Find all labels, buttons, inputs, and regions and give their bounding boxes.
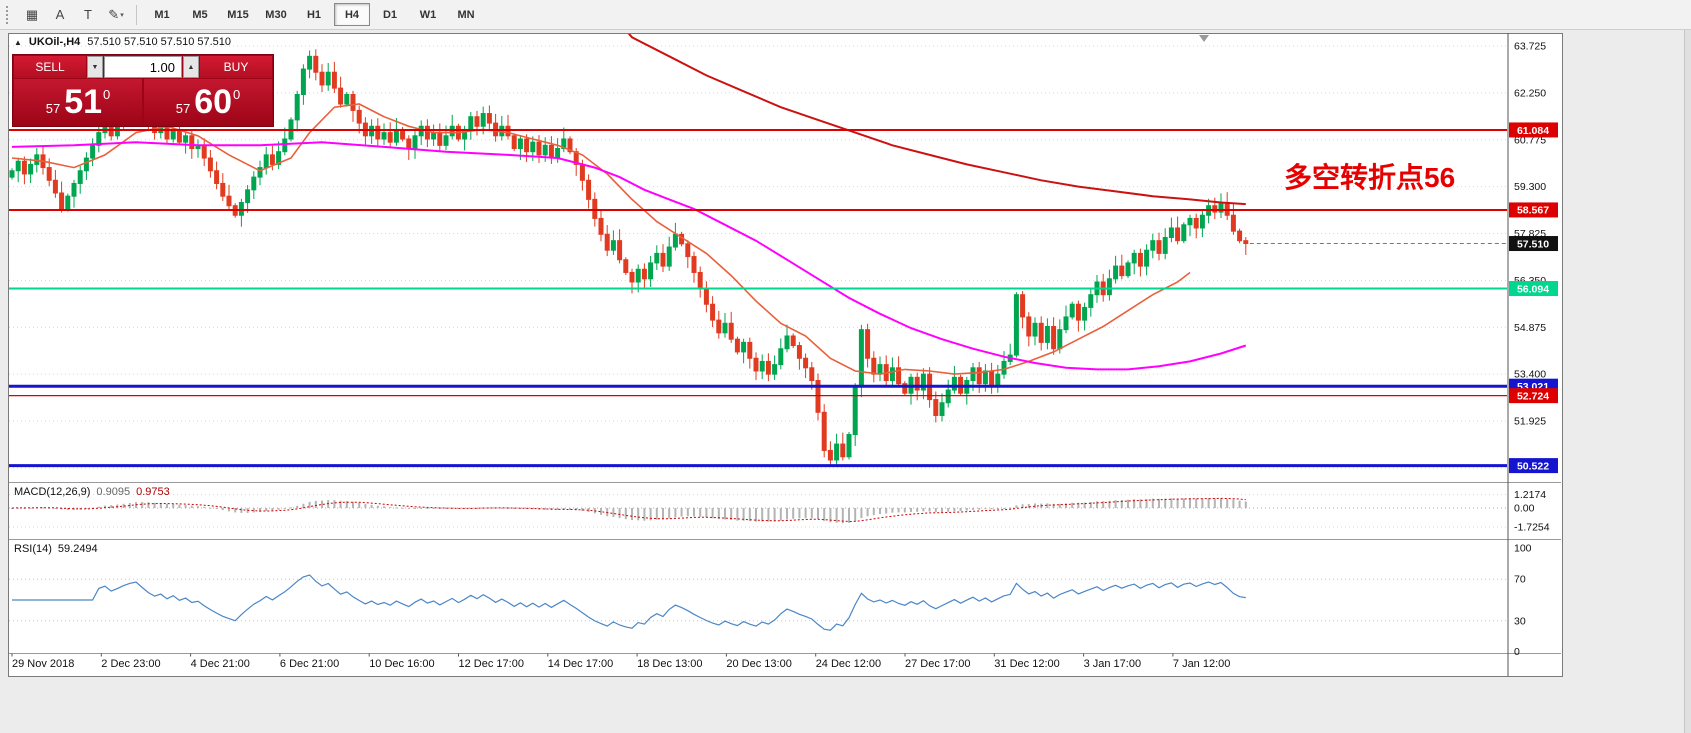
toolbar-grip[interactable] [6, 5, 13, 24]
timeframe-button-M30[interactable]: M30 [265, 8, 287, 21]
timeframe-button-D1[interactable]: D1 [382, 8, 398, 21]
chart-grid-icon[interactable]: ▦ [25, 6, 39, 22]
time-tick-label: 31 Dec 12:00 [994, 658, 1059, 670]
timeframe-button-H1[interactable]: H1 [306, 8, 322, 21]
time-tick-label: 24 Dec 12:00 [816, 658, 881, 670]
rsi-value: 59.2494 [57, 543, 98, 555]
price-tick-label: 54.875 [1514, 322, 1546, 334]
time-tick-label: 10 Dec 16:00 [369, 658, 434, 670]
buy-button[interactable]: BUY [200, 56, 272, 78]
sell-price-prefix: 57 [45, 100, 61, 116]
time-tick-label: 14 Dec 17:00 [548, 658, 613, 670]
time-tick-label: 7 Jan 12:00 [1173, 658, 1231, 670]
time-tick-label: 18 Dec 13:00 [637, 658, 702, 670]
macd-axis-label: 0.00 [1514, 503, 1535, 515]
level-price-badge [1509, 122, 1558, 138]
macd-pane [9, 494, 1507, 528]
level-price-badge-label: 58.567 [1517, 205, 1549, 217]
price-gridlines [9, 45, 1507, 469]
current-price-badge [1509, 236, 1558, 252]
volume-input[interactable] [104, 56, 182, 78]
level-price-badge [1509, 281, 1558, 297]
rsi-pane [9, 574, 1507, 631]
rsi-axis-label: 0 [1514, 646, 1520, 658]
timeframe-button-M1[interactable]: M1 [154, 8, 170, 21]
cursor-arrow-icon[interactable]: A [55, 7, 65, 22]
window-right-edge [1684, 0, 1691, 733]
rsi-line [12, 574, 1246, 631]
sell-price-display[interactable]: 57 51 0 [14, 79, 142, 125]
time-tick-label: 2 Dec 23:00 [101, 658, 160, 670]
macd-value-1: 0.9095 [96, 486, 131, 498]
buy-price-sup: 0 [233, 86, 241, 102]
rsi-indicator-label: RSI(14) 59.2494 [14, 543, 98, 555]
chart-window [8, 33, 1563, 677]
price-tick-label: 62.250 [1514, 87, 1546, 99]
timeframe-button-W1[interactable]: W1 [419, 8, 437, 21]
text-tool-icon[interactable]: T [84, 7, 92, 22]
macd-signal-line [11, 497, 1246, 523]
one-click-trade-panel: SELL ▼ ▲ BUY 57 51 0 57 60 0 [12, 54, 274, 127]
timeframe-button-H4[interactable]: H4 [334, 3, 370, 26]
sell-button[interactable]: SELL [14, 56, 86, 78]
chevron-down-icon: ▾ [120, 11, 124, 19]
macd-value-2: 0.9753 [136, 486, 170, 498]
symbol-label: UKOil-,H4 [28, 36, 81, 48]
price-tick-label: 63.725 [1514, 41, 1546, 53]
macd-title: MACD(12,26,9) [14, 486, 91, 498]
price-axis: 63.72562.25060.77559.30057.82556.35054.8… [1514, 41, 1546, 475]
time-tick-label: 27 Dec 17:00 [905, 658, 970, 670]
toolbar: ▦ A T ✎ ▾ M1 M5 M15 M30 H1 H4 D1 W1 MN [0, 0, 1691, 30]
macd-indicator-label: MACD(12,26,9) 0.9095 0.9753 [14, 486, 170, 498]
fast-ma-line [11, 103, 1191, 375]
current-price-badge-label: 57.510 [1517, 238, 1549, 250]
buy-price-big: 60 [194, 83, 233, 121]
sell-price-sup: 0 [103, 86, 111, 102]
time-tick-label: 12 Dec 17:00 [459, 658, 524, 670]
timeframe-button-M5[interactable]: M5 [192, 8, 208, 21]
buy-price-prefix: 57 [175, 100, 191, 116]
time-axis: 29 Nov 2018 2 Dec 23:00 4 Dec 21:00 6 Dec 2… [11, 653, 1231, 670]
chart-text-annotation[interactable]: 多空转折点56 [1284, 162, 1456, 193]
level-price-badge [1509, 458, 1558, 474]
level-price-badge-label: 61.084 [1517, 125, 1549, 137]
time-tick-label: 20 Dec 13:00 [726, 658, 791, 670]
ohlc-values: 57.510 57.510 57.510 57.510 [87, 36, 232, 48]
level-price-badge-label: 52.724 [1517, 390, 1549, 402]
sell-price-big: 51 [64, 83, 103, 121]
timeframe-button-M15[interactable]: M15 [227, 8, 249, 21]
level-price-badge [1509, 388, 1558, 404]
price-tick-label: 53.400 [1514, 369, 1546, 381]
buy-price-display[interactable]: 57 60 0 [144, 79, 272, 125]
time-tick-label: 29 Nov 2018 [12, 658, 74, 670]
rsi-axis-label: 100 [1514, 543, 1532, 555]
level-price-badge-label: 56.094 [1517, 283, 1549, 295]
timeframe-button-MN[interactable]: MN [457, 8, 475, 21]
trade-panel-toggle-icon[interactable]: ▲ [14, 37, 22, 47]
medium-ma-line [11, 141, 1247, 371]
level-price-badge [1509, 202, 1558, 218]
volume-down-spinner[interactable]: ▼ [87, 56, 103, 78]
chart-header: ▲ UKOil-,H4 57.510 57.510 57.510 57.510 [14, 36, 231, 48]
macd-axis-label: 1.2174 [1514, 489, 1546, 501]
chart-shift-marker-icon[interactable] [1199, 35, 1209, 42]
time-tick-label: 6 Dec 21:00 [280, 658, 339, 670]
rsi-axis-label: 30 [1514, 615, 1526, 627]
time-tick-label: 3 Jan 17:00 [1084, 658, 1142, 670]
price-tick-label: 51.925 [1514, 416, 1546, 428]
macd-axis-label: -1.7254 [1514, 521, 1550, 533]
rsi-axis-label: 70 [1514, 574, 1526, 586]
level-price-badge-label: 50.522 [1517, 460, 1549, 472]
rsi-title: RSI(14) [14, 543, 52, 555]
price-tick-label: 59.300 [1514, 181, 1546, 193]
long-ma-line [627, 34, 1246, 206]
time-tick-label: 4 Dec 21:00 [191, 658, 250, 670]
draw-tools-icon[interactable]: ✎ ▾ [108, 6, 124, 22]
toolbar-separator [136, 4, 137, 25]
volume-up-spinner[interactable]: ▲ [183, 56, 199, 78]
